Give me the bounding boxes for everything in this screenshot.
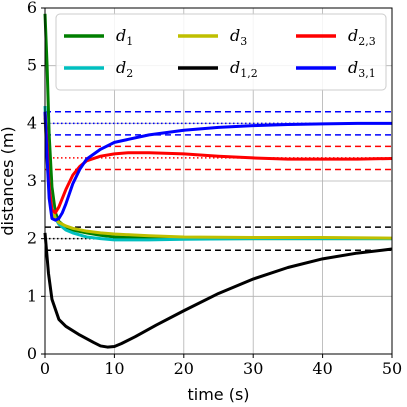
series-line-3 (43, 117, 393, 240)
x-tick-label: 40 (312, 359, 332, 378)
series-line-5 (43, 111, 393, 215)
series-lines (43, 13, 393, 349)
legend-entry-label: d2,3 (348, 26, 376, 48)
y-tick-label: 1 (27, 286, 37, 305)
x-tick-label: 50 (382, 359, 402, 378)
legend-entry-label: d3 (230, 26, 247, 48)
series-line-6 (43, 111, 392, 222)
y-tick-label: 0 (27, 344, 37, 363)
x-tick-label: 0 (40, 359, 50, 378)
legend-entry-label: d1,2 (230, 58, 258, 80)
x-tick-label: 20 (174, 359, 194, 378)
series-line-4 (43, 232, 393, 349)
legend-box (55, 13, 387, 91)
y-tick-label: 4 (27, 113, 37, 132)
y-tick-label: 2 (27, 229, 37, 248)
y-tick-label: 3 (27, 171, 37, 190)
x-axis-label: time (s) (187, 385, 249, 404)
x-tick-label: 10 (104, 359, 124, 378)
legend: d1 d2 d3 d1,2 d2,3 d3,1 (55, 13, 387, 91)
axis-ticks: 0 10 20 30 40 50 0 1 2 3 4 5 6 (27, 0, 402, 378)
legend-entry-label: d3,1 (348, 58, 376, 80)
legend-entry-label: d2 (116, 58, 133, 80)
y-tick-label: 6 (27, 0, 37, 17)
y-axis-label: distances (m) (0, 126, 17, 235)
y-tick-label: 5 (27, 56, 37, 75)
x-tick-label: 30 (243, 359, 263, 378)
legend-entry-label: d1 (116, 26, 133, 48)
